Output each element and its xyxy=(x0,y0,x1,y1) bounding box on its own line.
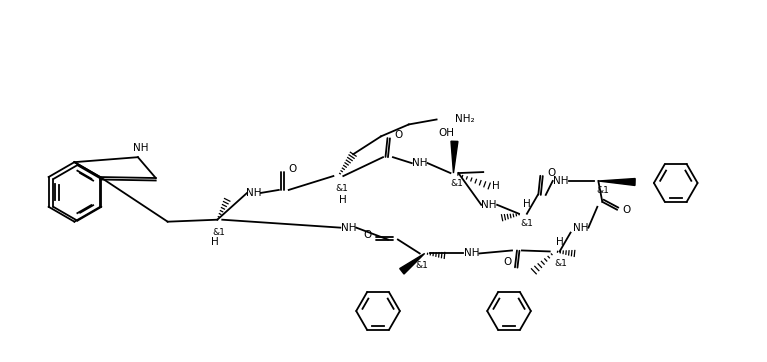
Text: NH: NH xyxy=(412,158,427,168)
Text: O: O xyxy=(548,168,556,178)
Text: NH₂: NH₂ xyxy=(456,114,475,125)
Text: &1: &1 xyxy=(335,184,347,193)
Text: O: O xyxy=(622,205,630,215)
Text: H: H xyxy=(523,199,531,209)
Text: H: H xyxy=(212,236,219,247)
Text: &1: &1 xyxy=(555,259,567,268)
Text: NH: NH xyxy=(482,200,497,210)
Text: H: H xyxy=(340,195,347,205)
Text: OH: OH xyxy=(439,129,455,138)
Text: &1: &1 xyxy=(521,219,533,228)
Text: O: O xyxy=(288,164,297,174)
Text: &1: &1 xyxy=(415,261,428,270)
Polygon shape xyxy=(451,141,458,173)
Text: NH: NH xyxy=(463,248,479,258)
Text: NH: NH xyxy=(133,143,149,153)
Text: H: H xyxy=(556,236,564,247)
Text: &1: &1 xyxy=(212,228,225,237)
Polygon shape xyxy=(400,253,425,274)
Text: O: O xyxy=(363,230,371,240)
Text: NH: NH xyxy=(573,223,588,233)
Polygon shape xyxy=(598,178,635,185)
Text: H: H xyxy=(492,181,500,191)
Text: NH: NH xyxy=(246,188,262,198)
Text: NH: NH xyxy=(553,176,568,186)
Text: NH: NH xyxy=(341,223,356,233)
Text: O: O xyxy=(395,130,403,140)
Text: &1: &1 xyxy=(450,180,463,189)
Text: &1: &1 xyxy=(597,186,610,195)
Text: O: O xyxy=(503,257,511,268)
